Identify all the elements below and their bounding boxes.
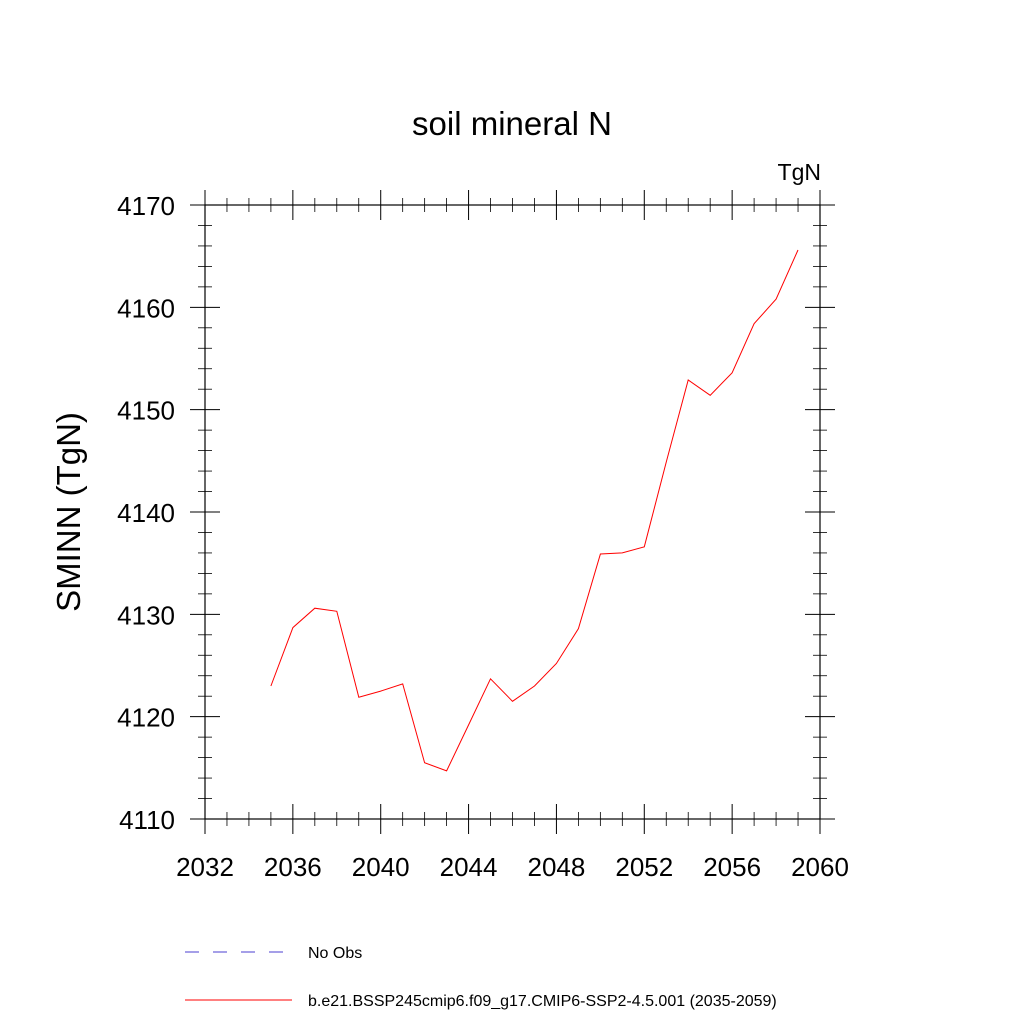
axis-ticks bbox=[190, 190, 835, 834]
y-tick-label: 4150 bbox=[117, 396, 175, 426]
y-tick-label: 4170 bbox=[117, 191, 175, 221]
legend: No Obs b.e21.BSSP245cmip6.f09_g17.CMIP6-S… bbox=[185, 945, 777, 1010]
x-tick-label: 2060 bbox=[791, 852, 849, 882]
chart-title: soil mineral N bbox=[412, 105, 612, 142]
x-tick-label: 2040 bbox=[352, 852, 410, 882]
y-tick-label: 4130 bbox=[117, 600, 175, 630]
plot-frame bbox=[204, 204, 821, 820]
legend-label-1: b.e21.BSSP245cmip6.f09_g17.CMIP6-SSP2-4.… bbox=[308, 993, 777, 1010]
x-tick-label: 2044 bbox=[440, 852, 498, 882]
y-tick-label: 4160 bbox=[117, 293, 175, 323]
tick-labels: 4110 4120 4130 4140 4150 4160 4170 2032 2036 2040… bbox=[117, 191, 849, 882]
x-tick-label: 2032 bbox=[176, 852, 234, 882]
legend-label-0: No Obs bbox=[308, 945, 362, 962]
series-lines bbox=[270, 249, 799, 772]
y-axis-label: SMINN (TgN) bbox=[50, 412, 87, 612]
y-tick-label: 4120 bbox=[117, 703, 175, 733]
x-tick-label: 2056 bbox=[703, 852, 761, 882]
y-tick-label: 4140 bbox=[117, 498, 175, 528]
series-line-1 bbox=[270, 249, 799, 772]
units-label: TgN bbox=[778, 159, 821, 185]
y-tick-label: 4110 bbox=[119, 805, 175, 835]
x-tick-label: 2052 bbox=[615, 852, 673, 882]
x-tick-label: 2048 bbox=[528, 852, 586, 882]
x-tick-label: 2036 bbox=[264, 852, 322, 882]
